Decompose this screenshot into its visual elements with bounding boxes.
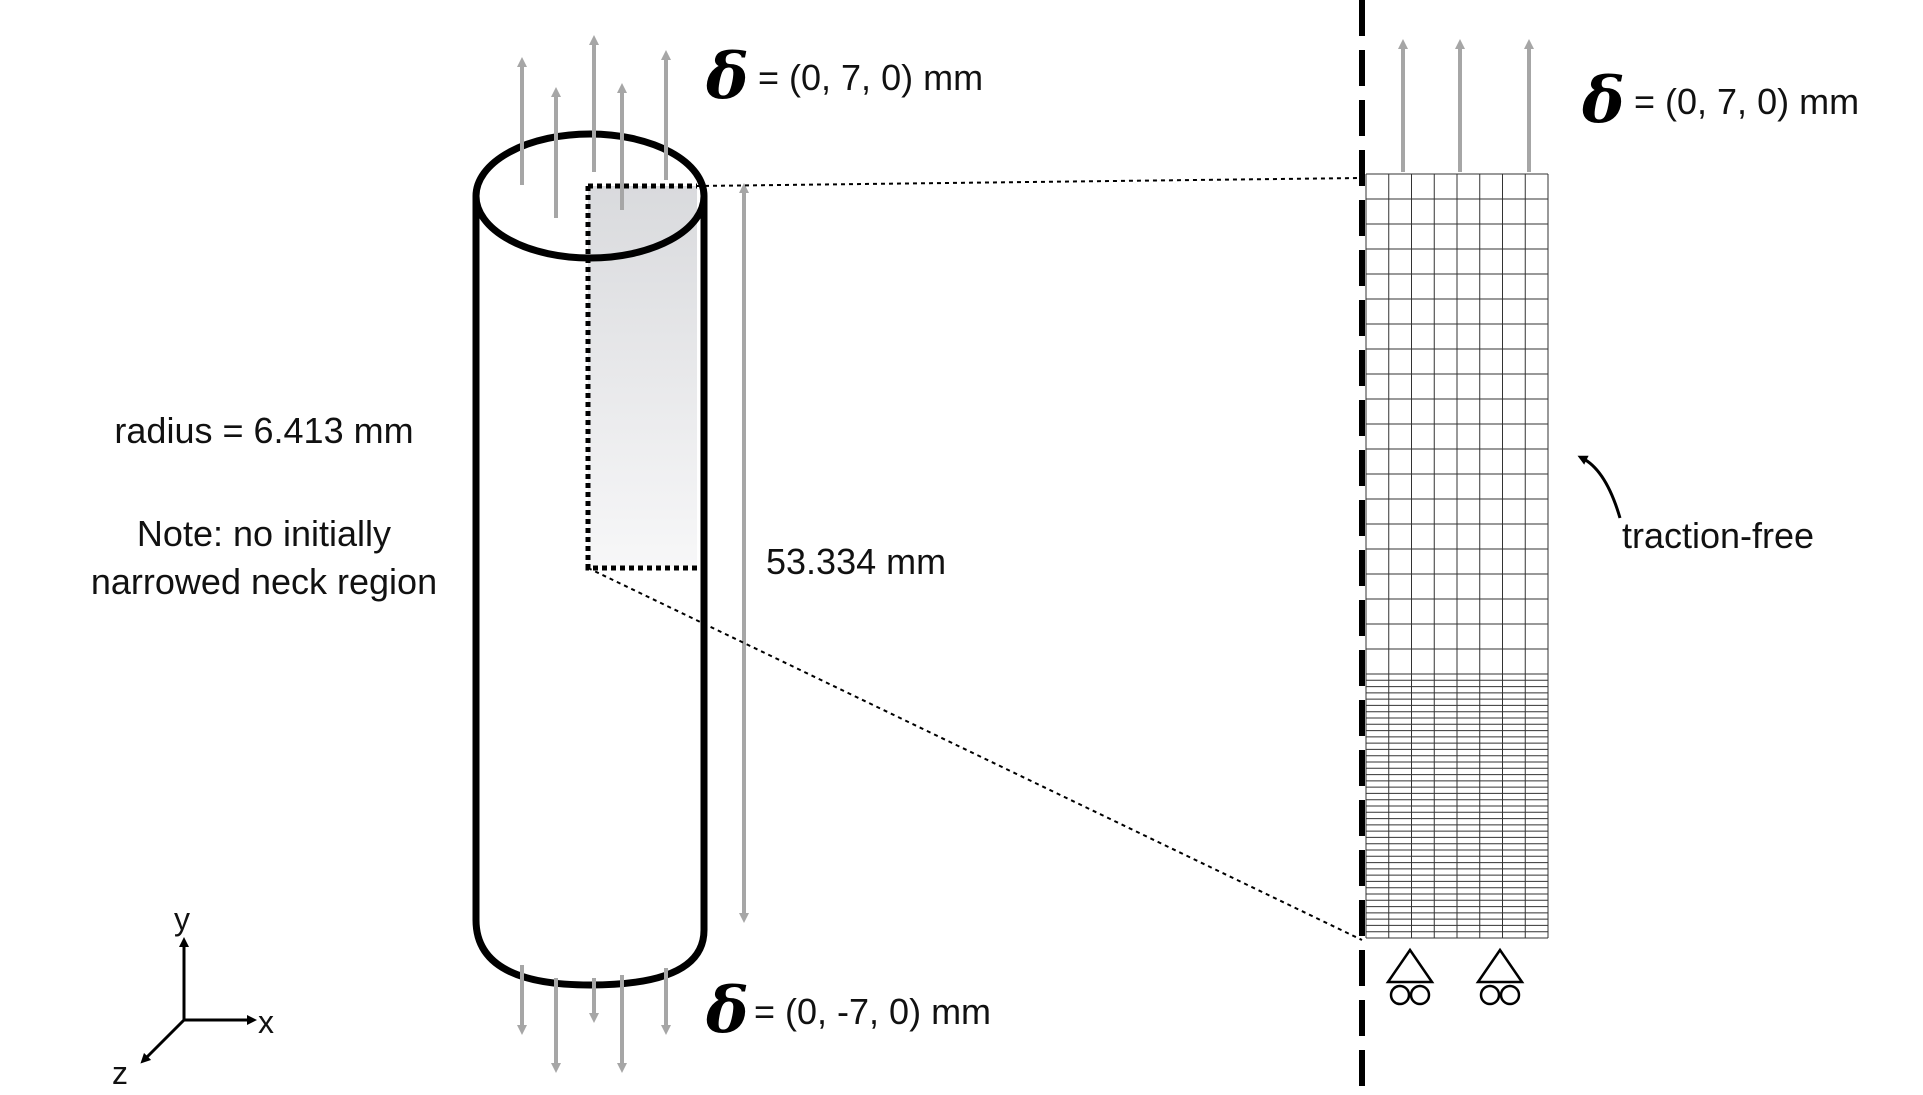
- z-axis-label: z: [112, 1055, 128, 1091]
- roller-circle-icon: [1409, 984, 1431, 1006]
- zoom-line-bottom: [587, 567, 1363, 941]
- roller-circle-icon: [1479, 984, 1501, 1006]
- roller-support-right: [1475, 947, 1525, 1006]
- radius-label: radius = 6.413 mm: [114, 410, 413, 451]
- support-triangle-icon: [1385, 947, 1435, 984]
- mesh: [1365, 173, 1549, 939]
- note-line-1: Note: no initially: [137, 513, 391, 554]
- length-label: 53.334 mm: [766, 541, 946, 582]
- cylinder: [472, 130, 708, 989]
- note-line-2: narrowed neck region: [91, 561, 437, 602]
- y-axis-label: y: [174, 901, 190, 937]
- section-shade: [588, 186, 697, 566]
- top-load-value: = (0, 7, 0) mm: [758, 57, 983, 98]
- cylinder-bottom-curve: [472, 919, 708, 989]
- roller-circle-icon: [1499, 984, 1521, 1006]
- traction-free-label: traction-free: [1622, 515, 1814, 556]
- support-triangle-icon: [1475, 947, 1525, 984]
- roller-circle-icon: [1389, 984, 1411, 1006]
- traction-free-pointer: [1577, 455, 1622, 519]
- bottom-load-value: = (0, -7, 0) mm: [754, 991, 991, 1032]
- mesh-load-arrows: [1398, 39, 1534, 172]
- top-load-arrows: [517, 35, 671, 218]
- axes-triad: [140, 937, 257, 1064]
- mesh-load-value: = (0, 7, 0) mm: [1634, 81, 1859, 122]
- bottom-delta-symbol: δ: [705, 973, 749, 1048]
- mesh-delta-symbol: δ: [1581, 63, 1625, 138]
- bottom-load-arrows: [517, 965, 671, 1073]
- top-delta-symbol: δ: [705, 39, 749, 114]
- zoom-line-top: [696, 177, 1363, 187]
- x-axis-label: x: [258, 1004, 274, 1040]
- z-axis-arrow: [140, 1018, 186, 1064]
- roller-support-left: [1385, 947, 1435, 1006]
